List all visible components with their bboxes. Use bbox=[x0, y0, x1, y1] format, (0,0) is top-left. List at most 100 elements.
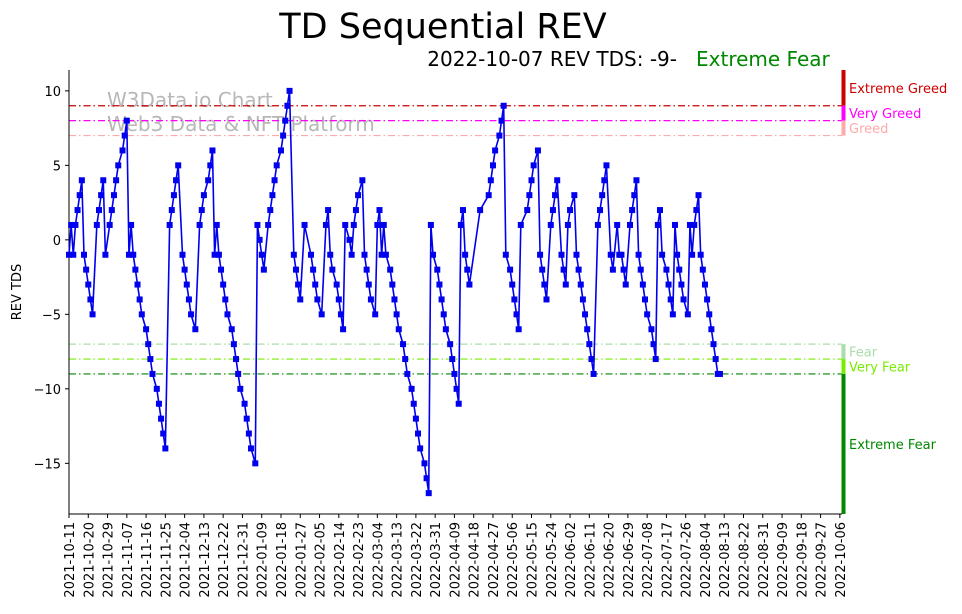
data-point bbox=[637, 266, 644, 273]
x-tick-label: 2022-03-04 bbox=[371, 522, 386, 598]
data-point bbox=[100, 177, 107, 184]
data-point bbox=[102, 251, 109, 258]
data-point bbox=[710, 341, 717, 348]
data-point bbox=[192, 326, 199, 333]
data-point bbox=[265, 221, 272, 228]
data-point bbox=[213, 221, 220, 228]
data-point bbox=[205, 177, 212, 184]
data-point bbox=[301, 221, 308, 228]
data-point bbox=[648, 326, 655, 333]
data-point bbox=[562, 281, 569, 288]
data-point bbox=[130, 251, 137, 258]
data-point bbox=[644, 311, 651, 318]
axes bbox=[65, 70, 842, 518]
x-tick-label: 2022-06-02 bbox=[564, 522, 579, 598]
data-point bbox=[168, 207, 175, 214]
x-tick-label: 2022-09-27 bbox=[815, 522, 830, 598]
x-tick-label: 2022-08-13 bbox=[718, 522, 733, 598]
y-tick-label: 10 bbox=[44, 85, 61, 100]
data-point bbox=[183, 281, 190, 288]
data-point bbox=[78, 177, 85, 184]
data-point bbox=[528, 177, 535, 184]
data-point bbox=[423, 475, 430, 482]
y-tick-label: 5 bbox=[53, 159, 61, 174]
data-point bbox=[395, 326, 402, 333]
data-point bbox=[170, 192, 177, 199]
data-point bbox=[669, 311, 676, 318]
data-point bbox=[526, 192, 533, 199]
data-point bbox=[297, 296, 304, 303]
data-point bbox=[98, 192, 105, 199]
data-point bbox=[665, 281, 672, 288]
data-point bbox=[639, 281, 646, 288]
status-label: Extreme Fear bbox=[696, 47, 831, 71]
data-point bbox=[629, 207, 636, 214]
data-point bbox=[451, 370, 458, 377]
data-point bbox=[248, 445, 255, 452]
data-point bbox=[200, 192, 207, 199]
data-point bbox=[374, 221, 381, 228]
data-point bbox=[586, 341, 593, 348]
data-point bbox=[607, 251, 614, 258]
data-point bbox=[716, 370, 723, 377]
data-point bbox=[547, 221, 554, 228]
x-tick-label: 2022-06-29 bbox=[622, 522, 637, 598]
data-point bbox=[83, 266, 90, 273]
data-point bbox=[415, 430, 422, 437]
y-tick-labels: 10 5 0 −5 −10 −15 bbox=[34, 85, 61, 472]
watermark: W3Data.io Chart Web3 Data & NFT Platform bbox=[107, 88, 375, 136]
data-point bbox=[312, 281, 319, 288]
x-tick-label: 2022-07-17 bbox=[660, 522, 675, 598]
x-tick-label: 2022-10-06 bbox=[834, 522, 849, 598]
data-point bbox=[269, 192, 276, 199]
data-point bbox=[436, 281, 443, 288]
data-point bbox=[70, 251, 77, 258]
data-point bbox=[188, 311, 195, 318]
data-point bbox=[155, 400, 162, 407]
data-point bbox=[181, 266, 188, 273]
y-tick-label: −10 bbox=[34, 383, 61, 398]
data-point bbox=[361, 251, 368, 258]
data-point bbox=[260, 266, 267, 273]
x-tick-label: 2022-03-13 bbox=[391, 522, 406, 598]
data-point bbox=[656, 207, 663, 214]
data-point bbox=[459, 207, 466, 214]
data-point bbox=[543, 296, 550, 303]
data-point bbox=[442, 326, 449, 333]
data-point bbox=[635, 251, 642, 258]
data-point bbox=[496, 132, 503, 139]
data-point bbox=[87, 296, 94, 303]
data-point bbox=[147, 356, 154, 363]
data-point bbox=[346, 236, 353, 243]
data-point bbox=[367, 296, 374, 303]
data-point bbox=[256, 236, 263, 243]
data-point bbox=[517, 221, 524, 228]
x-tick-label: 2022-02-23 bbox=[352, 522, 367, 598]
data-point bbox=[434, 266, 441, 273]
data-point bbox=[387, 266, 394, 273]
data-point bbox=[277, 147, 284, 154]
y-tick-label: −15 bbox=[34, 457, 61, 472]
data-point bbox=[376, 207, 383, 214]
data-point bbox=[363, 266, 370, 273]
data-point bbox=[243, 415, 250, 422]
data-point bbox=[554, 177, 561, 184]
data-point bbox=[453, 385, 460, 392]
data-point bbox=[290, 251, 297, 258]
data-point bbox=[588, 356, 595, 363]
data-point bbox=[447, 341, 454, 348]
data-point bbox=[667, 296, 674, 303]
data-point bbox=[211, 251, 218, 258]
data-point bbox=[594, 221, 601, 228]
data-point bbox=[671, 221, 678, 228]
x-tick-label: 2021-11-25 bbox=[159, 522, 174, 598]
data-point bbox=[237, 385, 244, 392]
reference-lines bbox=[69, 105, 842, 375]
data-point bbox=[325, 207, 332, 214]
data-point bbox=[633, 177, 640, 184]
data-point bbox=[284, 102, 291, 109]
data-point bbox=[652, 356, 659, 363]
x-tick-label: 2022-03-31 bbox=[429, 522, 444, 598]
data-point bbox=[464, 266, 471, 273]
